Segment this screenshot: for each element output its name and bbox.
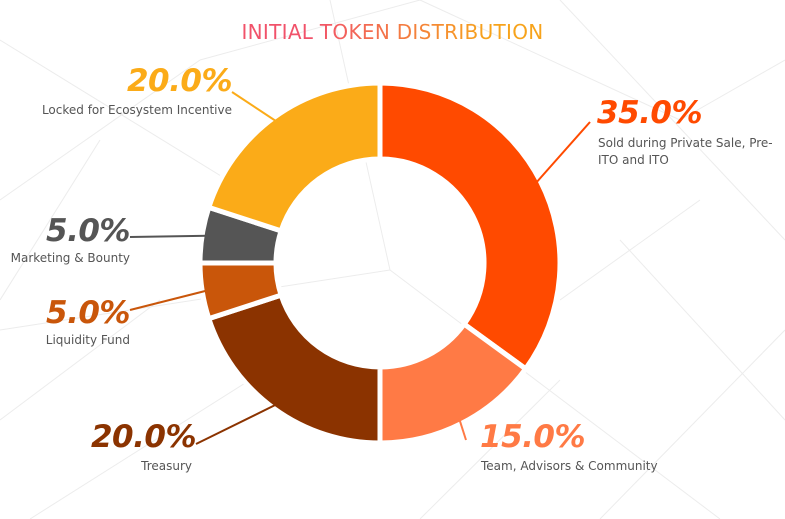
- slice-value-marketing: 5.0%: [46, 213, 130, 249]
- leader-line-locked-ecosystem: [231, 91, 279, 124]
- chart-title: INITIAL TOKEN DISTRIBUTION: [0, 20, 785, 44]
- slice-label-marketing: Marketing & Bounty: [10, 251, 130, 265]
- leader-line-marketing: [129, 234, 209, 238]
- slice-label-team: Team, Advisors & Community: [481, 459, 658, 473]
- slice-label-treasury: Treasury: [141, 459, 192, 473]
- slice-value-liquidity: 5.0%: [46, 295, 130, 331]
- slice-label-liquidity: Liquidity Fund: [45, 333, 130, 347]
- leader-line-liquidity: [129, 289, 209, 311]
- slice-value-team: 15.0%: [480, 419, 586, 455]
- slice-label-private-sale: Sold during Private Sale, Pre-ITO and IT…: [598, 135, 778, 169]
- slice-locked-ecosystem: [205, 80, 383, 235]
- slice-label-private-sale-text: Sold during Private Sale, Pre-ITO and IT…: [598, 136, 773, 167]
- slice-private-sale: [377, 80, 563, 373]
- slice-treasury: [205, 291, 383, 446]
- leader-line-team: [458, 417, 467, 441]
- slice-value-locked-ecosystem: 20.0%: [126, 63, 233, 99]
- slice-label-locked-ecosystem: Locked for Ecosystem Incentive: [41, 103, 232, 117]
- leader-line-treasury: [195, 402, 279, 445]
- slice-value-private-sale: 35.0%: [597, 95, 703, 131]
- leader-line-private-sale: [534, 121, 591, 185]
- slice-value-treasury: 20.0%: [90, 419, 197, 455]
